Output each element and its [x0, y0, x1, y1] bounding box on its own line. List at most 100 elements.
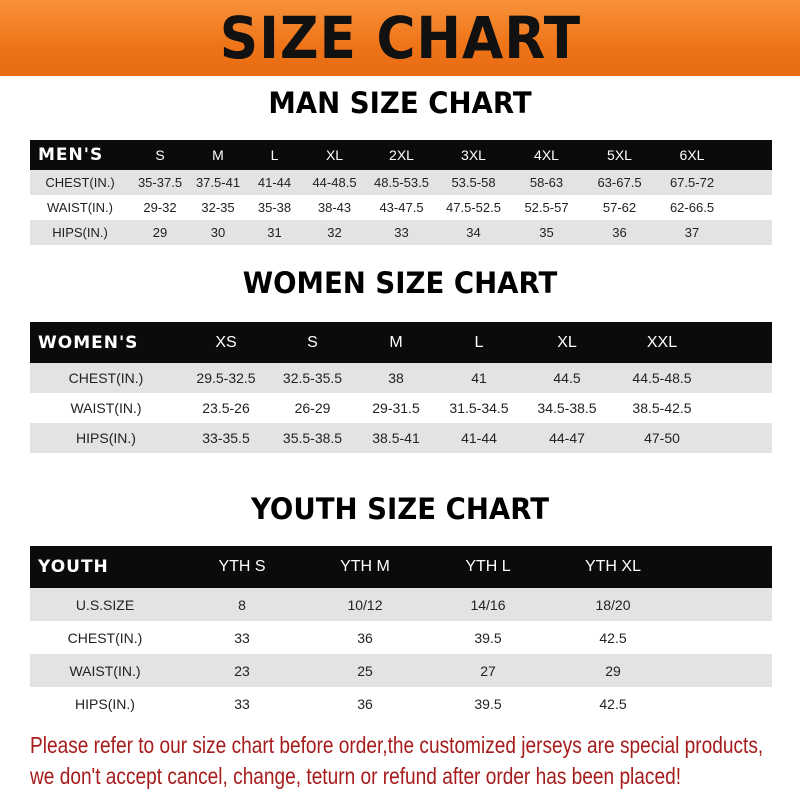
table-cell: 29: [605, 662, 621, 679]
disclaimer-line-1: Please refer to our size chart before or…: [30, 732, 764, 758]
column-header: YTH M: [340, 558, 390, 575]
table-row: HIPS(IN.) 33-35.5 35.5-38.5 38.5-41 41-44 44-…: [30, 423, 772, 453]
table-cell: 32: [327, 225, 342, 240]
table-cell: 29-31.5: [372, 400, 420, 416]
table-cell: 35-37.5: [137, 175, 183, 190]
table-cell: 34: [466, 225, 481, 240]
table-row: CHEST(IN.) 29.5-32.5 32.5-35.5 38 41 44.5 44.5…: [30, 363, 772, 393]
table-cell: 33: [234, 629, 250, 646]
column-header: M: [389, 333, 403, 351]
table-cell: 47.5-52.5: [446, 200, 501, 215]
table-cell: 53.5-58: [451, 175, 496, 190]
table-cell: 36: [357, 695, 373, 712]
table-cell: 37: [684, 225, 700, 240]
table-cell: 44.5-48.5: [632, 370, 692, 386]
table-cell: 34.5-38.5: [537, 400, 597, 416]
table-cell: 32-35: [201, 200, 235, 215]
table-cell: 41: [471, 370, 487, 386]
table-cell: 31: [267, 225, 282, 240]
men-size-table: MEN'S S M L XL 2XL 3XL 4XL 5XL 6XL CHEST(IN.) 35-37…: [30, 140, 772, 245]
row-label: WAIST(IN.): [69, 662, 141, 679]
table-cell: 33: [234, 695, 250, 712]
table-cell: 39.5: [474, 695, 502, 712]
table-cell: 27: [480, 662, 496, 679]
youth-size-table: YOUTH YTH S YTH M YTH L YTH XL U.S.SIZE 8 10/12…: [30, 546, 772, 720]
table-cell: 23.5-26: [202, 400, 250, 416]
table-header-row: YOUTH YTH S YTH M YTH L YTH XL: [30, 546, 772, 588]
column-header: 5XL: [607, 147, 632, 163]
table-row: CHEST(IN.) 33 36 39.5 42.5: [30, 621, 772, 654]
table-cell: 44-48.5: [312, 175, 357, 190]
row-label: U.S.SIZE: [75, 596, 135, 613]
column-header: YTH XL: [584, 558, 641, 575]
table-row: HIPS(IN.) 29 30 31 32 33 34 35 36 37: [30, 220, 772, 245]
table-cell: 8: [238, 596, 246, 613]
table-cell: 37.5-41: [195, 175, 241, 190]
column-header: 6XL: [679, 147, 705, 163]
table-corner-label: MEN'S: [38, 145, 104, 165]
column-header: YTH S: [218, 558, 266, 575]
table-header-row: WOMEN'S XS S M L XL XXL: [30, 322, 772, 363]
table-cell: 39.5: [474, 629, 502, 646]
table-cell: 18/20: [595, 596, 631, 613]
table-cell: 31.5-34.5: [449, 400, 509, 416]
table-cell: 14/16: [470, 596, 506, 613]
table-cell: 44-47: [549, 430, 585, 446]
table-cell: 41-44: [461, 430, 497, 446]
column-header: YTH L: [465, 558, 511, 575]
table-cell: 38: [388, 370, 404, 386]
table-cell: 23: [234, 662, 250, 679]
table-cell: 29.5-32.5: [196, 370, 256, 386]
row-label: WAIST(IN.): [47, 200, 113, 215]
table-cell: 57-62: [602, 200, 637, 215]
table-cell: 29-32: [143, 200, 177, 215]
men-section-title: MAN SIZE CHART: [268, 86, 532, 120]
column-header: XXL: [646, 333, 678, 351]
row-label: HIPS(IN.): [76, 430, 136, 446]
table-row: CHEST(IN.) 35-37.5 37.5-41 41-44 44-48.5 48.5…: [30, 170, 772, 195]
table-cell: 48.5-53.5: [374, 175, 429, 190]
column-header: S: [307, 333, 318, 351]
table-corner-label: WOMEN'S: [38, 332, 139, 353]
row-label: CHEST(IN.): [45, 175, 115, 190]
column-header: S: [155, 147, 165, 163]
table-cell: 58-63: [529, 175, 564, 190]
disclaimer-note: Please refer to our size chart before or…: [30, 730, 763, 792]
table-cell: 32.5-35.5: [282, 370, 343, 386]
row-label: CHEST(IN.): [67, 629, 143, 646]
table-cell: 42.5: [599, 629, 627, 646]
table-cell: 10/12: [347, 596, 383, 613]
column-header: XS: [215, 333, 237, 351]
column-header: L: [474, 333, 484, 351]
youth-section-title: YOUTH SIZE CHART: [250, 492, 550, 526]
table-row: HIPS(IN.) 33 36 39.5 42.5: [30, 687, 772, 720]
banner-title: SIZE CHART: [219, 4, 581, 72]
table-header-row: MEN'S S M L XL 2XL 3XL 4XL 5XL 6XL: [30, 140, 772, 170]
column-header: L: [270, 147, 279, 163]
table-cell: 43-47.5: [379, 200, 424, 215]
column-header: 2XL: [389, 147, 414, 163]
table-cell: 36: [357, 629, 373, 646]
table-cell: 36: [612, 225, 627, 240]
women-size-table: WOMEN'S XS S M L XL XXL CHEST(IN.) 29.5-32.5 32.5…: [30, 322, 772, 453]
size-chart-banner: SIZE CHART: [0, 0, 800, 76]
column-header: XL: [557, 333, 577, 351]
table-cell: 29: [152, 225, 168, 240]
table-cell: 35.5-38.5: [282, 430, 343, 446]
column-header: M: [212, 147, 224, 163]
table-cell: 44.5: [553, 370, 581, 386]
table-cell: 26-29: [294, 400, 331, 416]
table-cell: 35-38: [257, 200, 292, 215]
row-label: HIPS(IN.): [52, 225, 108, 240]
table-cell: 33-35.5: [202, 430, 250, 446]
table-cell: 41-44: [257, 175, 292, 190]
table-cell: 62-66.5: [669, 200, 715, 215]
row-label: HIPS(IN.): [75, 695, 135, 712]
table-row: WAIST(IN.) 29-32 32-35 35-38 38-43 43-47.5 47.…: [30, 195, 772, 220]
row-label: WAIST(IN.): [70, 400, 142, 416]
table-cell: 38-43: [317, 200, 352, 215]
table-corner-label: YOUTH: [38, 557, 109, 577]
table-cell: 33: [394, 225, 409, 240]
row-label: CHEST(IN.): [68, 370, 144, 386]
table-cell: 38.5-41: [372, 430, 420, 446]
